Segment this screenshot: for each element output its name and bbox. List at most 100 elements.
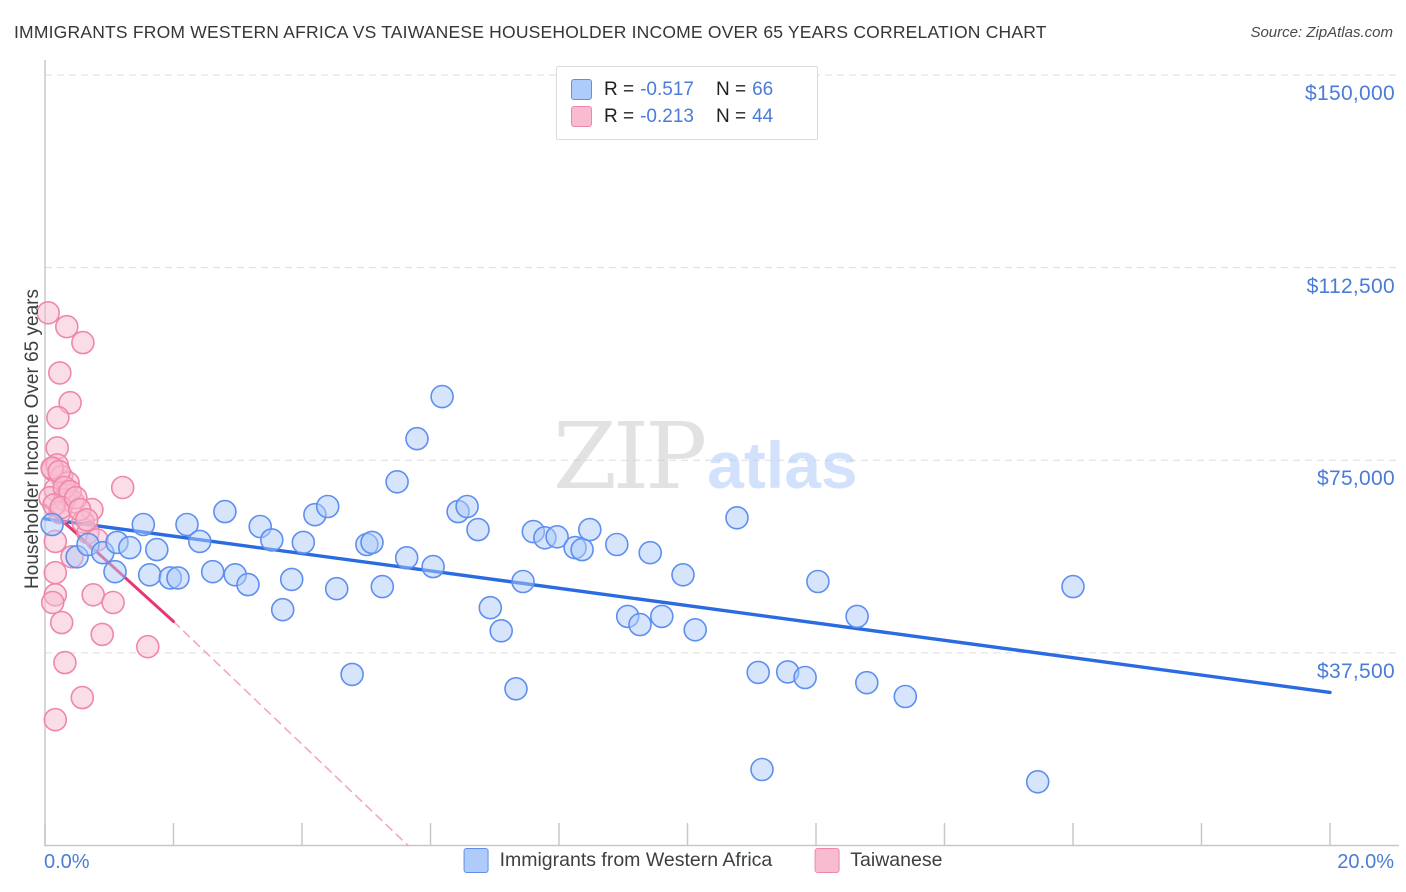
western-africa-data-point[interactable]	[40, 512, 64, 537]
taiwanese-data-point[interactable]	[70, 685, 95, 710]
western-africa-data-point[interactable]	[725, 505, 749, 530]
western-africa-data-point[interactable]	[118, 535, 142, 560]
western-africa-data-point[interactable]	[511, 569, 535, 594]
taiwanese-data-point[interactable]	[49, 610, 74, 635]
taiwanese-data-point[interactable]	[43, 560, 68, 585]
western-africa-data-point[interactable]	[628, 612, 652, 637]
taiwanese-trend-line-extrapolated	[172, 620, 409, 847]
legend-item-label: Immigrants from Western Africa	[499, 849, 773, 871]
legend-row-taiwanese: R = -0.213 N = 44	[571, 103, 803, 130]
western-africa-data-point[interactable]	[577, 517, 602, 542]
western-africa-data-point[interactable]	[683, 617, 708, 642]
western-africa-data-point[interactable]	[489, 618, 514, 643]
western-africa-data-point[interactable]	[103, 559, 127, 584]
western-africa-data-point[interactable]	[466, 517, 490, 542]
correlation-legend: R = -0.517 N = 66 R = -0.213 N = 44	[556, 66, 818, 140]
taiwanese-data-point[interactable]	[36, 300, 61, 325]
taiwanese-data-point[interactable]	[101, 590, 125, 615]
page-title: IMMIGRANTS FROM WESTERN AFRICA VS TAIWAN…	[14, 22, 1047, 42]
taiwanese-data-point[interactable]	[43, 707, 68, 732]
y-axis-title: Householder Income Over 65 years	[22, 289, 43, 589]
r-value: -0.213	[640, 105, 694, 127]
western-africa-data-point[interactable]	[750, 757, 774, 782]
western-africa-data-point[interactable]	[137, 562, 162, 587]
western-africa-data-point[interactable]	[270, 597, 295, 622]
taiwanese-data-point[interactable]	[90, 622, 114, 647]
western-africa-data-point[interactable]	[570, 537, 594, 562]
western-africa-data-point[interactable]	[893, 684, 918, 709]
western-africa-data-point[interactable]	[845, 604, 869, 629]
blue-series-swatch	[463, 848, 489, 873]
western-africa-data-point[interactable]	[504, 676, 528, 701]
r-label: R =	[604, 78, 635, 100]
western-africa-data-point[interactable]	[394, 545, 419, 570]
western-africa-data-point[interactable]	[746, 660, 771, 685]
taiwanese-data-point[interactable]	[110, 475, 135, 500]
western-africa-data-point[interactable]	[649, 604, 674, 629]
western-africa-data-point[interactable]	[291, 530, 316, 555]
r-label: R =	[604, 105, 635, 127]
legend-item-label: Taiwanese	[850, 849, 943, 871]
western-africa-data-point[interactable]	[545, 524, 569, 549]
western-africa-data-point[interactable]	[324, 576, 349, 601]
taiwanese-data-point[interactable]	[46, 405, 70, 430]
x-axis-min-label: 0.0%	[44, 851, 90, 873]
taiwanese-data-point[interactable]	[81, 582, 105, 607]
western-africa-data-point[interactable]	[671, 562, 695, 587]
western-africa-data-point[interactable]	[385, 469, 409, 494]
taiwanese-data-point[interactable]	[47, 361, 72, 385]
western-africa-trend-line	[43, 517, 1332, 695]
western-africa-data-point[interactable]	[455, 494, 479, 519]
western-africa-data-point[interactable]	[188, 529, 212, 554]
n-value: 66	[752, 78, 774, 100]
legend-item-western-africa: Immigrants from Western Africa	[463, 848, 773, 873]
y-tick-label: $112,500	[1306, 274, 1395, 298]
western-africa-data-point[interactable]	[360, 530, 384, 555]
western-africa-data-point[interactable]	[1061, 574, 1085, 599]
western-africa-data-point[interactable]	[430, 384, 454, 409]
taiwanese-data-point[interactable]	[71, 330, 95, 355]
western-africa-data-point[interactable]	[236, 572, 260, 597]
n-value: 44	[752, 105, 774, 127]
western-africa-data-point[interactable]	[279, 567, 304, 592]
western-africa-data-point[interactable]	[1025, 769, 1050, 794]
r-value: -0.517	[640, 78, 694, 100]
series-legend: Immigrants from Western Africa Taiwanese	[463, 848, 942, 873]
y-tick-label: $37,500	[1316, 659, 1395, 683]
western-africa-data-point[interactable]	[370, 574, 395, 599]
western-africa-data-point[interactable]	[213, 499, 237, 524]
taiwanese-data-point[interactable]	[75, 507, 99, 532]
y-tick-label: $150,000	[1305, 82, 1395, 105]
western-africa-data-point[interactable]	[259, 528, 284, 552]
western-africa-data-point[interactable]	[793, 665, 817, 690]
y-tick-label: $75,000	[1316, 467, 1395, 491]
pink-series-swatch	[571, 106, 592, 127]
blue-series-swatch	[571, 79, 592, 100]
western-africa-data-point[interactable]	[131, 512, 156, 537]
legend-item-taiwanese: Taiwanese	[814, 848, 942, 873]
western-africa-data-point[interactable]	[854, 670, 879, 695]
taiwanese-data-point[interactable]	[40, 590, 65, 615]
western-africa-data-point[interactable]	[421, 554, 445, 579]
western-africa-data-point[interactable]	[145, 537, 169, 562]
western-africa-data-point[interactable]	[175, 512, 199, 537]
western-africa-data-point[interactable]	[166, 566, 190, 590]
western-africa-data-point[interactable]	[604, 532, 629, 557]
western-africa-data-point[interactable]	[405, 426, 429, 451]
taiwanese-data-point[interactable]	[136, 634, 160, 659]
western-africa-data-point[interactable]	[200, 559, 225, 584]
n-label: N =	[715, 78, 747, 100]
western-africa-data-point[interactable]	[340, 662, 364, 687]
western-africa-data-point[interactable]	[638, 540, 663, 565]
x-axis-max-label: 20.0%	[1337, 851, 1394, 873]
n-label: N =	[715, 105, 747, 127]
pink-series-swatch	[814, 848, 840, 873]
taiwanese-data-point[interactable]	[53, 650, 77, 675]
western-africa-data-point[interactable]	[315, 494, 340, 519]
source-attribution: Source: ZipAtlas.com	[1250, 24, 1393, 41]
taiwanese-data-point[interactable]	[55, 314, 79, 339]
legend-row-western-africa: R = -0.517 N = 66	[571, 76, 803, 103]
western-africa-data-point[interactable]	[806, 569, 830, 594]
western-africa-data-point[interactable]	[478, 595, 503, 620]
